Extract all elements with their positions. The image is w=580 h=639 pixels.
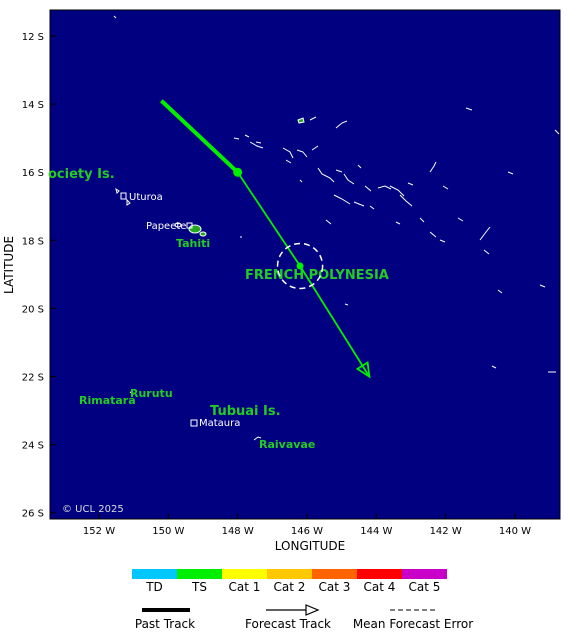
scale-swatch (357, 569, 402, 579)
lat-tick-label: 16 S (22, 168, 44, 179)
ocean-area (50, 10, 560, 519)
lon-tick-label: 150 W (152, 526, 184, 537)
copyright-text: © UCL 2025 (62, 504, 124, 515)
lon-tick-label: 142 W (430, 526, 462, 537)
label-raivavae: Raivavae (259, 438, 315, 451)
label-papeete: Papeete (146, 221, 186, 232)
lon-tick-label: 140 W (499, 526, 531, 537)
scale-label: Cat 4 (364, 580, 396, 594)
forecast-point-marker (296, 262, 304, 270)
scale-swatch (222, 569, 267, 579)
lat-tick-label: 14 S (22, 100, 44, 111)
current-position-marker (233, 167, 243, 177)
legend-mean-forecast-error: Mean Forecast Error (353, 617, 473, 631)
label-tubuai-islands: Tubuai Is. (210, 404, 281, 419)
scale-label: Cat 2 (274, 580, 306, 594)
lon-tick-label: 146 W (291, 526, 323, 537)
lon-tick-label: 148 W (222, 526, 254, 537)
lat-tick-label: 24 S (22, 441, 44, 452)
scale-label: TS (191, 580, 207, 594)
lat-tick-label: 20 S (22, 304, 44, 315)
label-tahiti: Tahiti (176, 237, 210, 250)
forecast-error-circle (276, 242, 324, 290)
label-rimatara: Rimatara (79, 394, 136, 407)
lat-tick-label: 26 S (22, 509, 44, 520)
past-track-line (160, 99, 240, 174)
lat-tick-label: 18 S (22, 236, 44, 247)
forecast-arrowhead (355, 361, 371, 379)
intensity-color-scale: TD TS Cat 1 Cat 2 Cat 3 Cat 4 Cat 5 (132, 569, 447, 594)
label-french-polynesia: FRENCH POLYNESIA (245, 268, 389, 283)
legend-past-track: Past Track (135, 617, 195, 631)
lat-tick-label: 22 S (22, 373, 44, 384)
scale-swatch (132, 569, 177, 579)
papeete-marker (186, 222, 193, 229)
label-uturoa: Uturoa (129, 192, 163, 203)
lon-tick-label: 144 W (360, 526, 392, 537)
label-mataura: Mataura (199, 418, 240, 429)
latitude-axis: 12 S 14 S 16 S 18 S 20 S 22 S 24 S 26 S (22, 32, 56, 520)
scale-swatch (312, 569, 357, 579)
scale-swatch (402, 569, 447, 579)
lat-tick-label: 12 S (22, 32, 44, 43)
scale-label: Cat 5 (409, 580, 441, 594)
scale-swatch (267, 569, 312, 579)
y-axis-title: LATITUDE (2, 236, 16, 294)
label-rurutu: Rurutu (130, 387, 173, 400)
x-axis-title: LONGITUDE (275, 539, 345, 553)
storm-track (160, 99, 371, 379)
label-society-islands: ociety Is. (48, 167, 115, 182)
longitude-axis: 152 W 150 W 148 W 146 W 144 W 142 W 140 W (83, 513, 531, 537)
scale-label: Cat 3 (319, 580, 351, 594)
scale-label: Cat 1 (229, 580, 261, 594)
scale-label: TD (145, 580, 163, 594)
legend-forecast-track: Forecast Track (245, 617, 331, 631)
island-outlines (113, 15, 560, 441)
scale-swatch (177, 569, 222, 579)
lon-tick-label: 152 W (83, 526, 115, 537)
forecast-arrow-icon (305, 604, 320, 616)
map-frame (49, 9, 561, 520)
